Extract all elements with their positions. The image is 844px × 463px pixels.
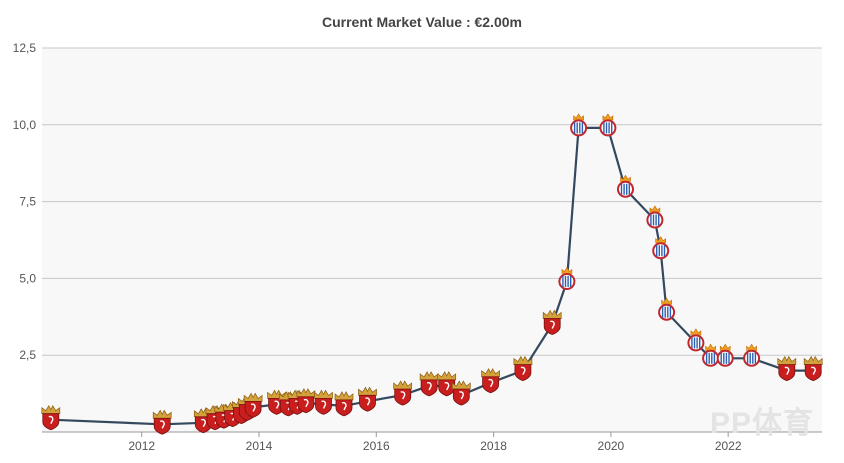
granada-crest-marker: [334, 391, 354, 417]
plot-background: [42, 48, 822, 432]
y-tick-label: 10,0: [13, 118, 37, 132]
espanyol-crest-marker: [687, 328, 705, 352]
granada-crest-marker: [451, 380, 471, 406]
y-tick-label: 2,5: [19, 348, 36, 362]
espanyol-crest-marker: [570, 113, 588, 137]
x-tick-label: 2016: [363, 439, 390, 453]
espanyol-crest-marker: [743, 343, 761, 367]
x-tick-label: 2022: [715, 439, 742, 453]
granada-crest-marker: [393, 380, 413, 406]
granada-crest-marker: [243, 392, 263, 418]
espanyol-crest-marker: [658, 297, 676, 321]
x-tick-label: 2020: [598, 439, 625, 453]
espanyol-crest-marker: [617, 174, 634, 198]
chart-title: Current Market Value : €2.00m: [322, 14, 522, 30]
granada-crest-marker: [437, 371, 457, 397]
espanyol-crest-marker: [558, 266, 576, 290]
x-tick-label: 2012: [128, 439, 155, 453]
watermark-text: PP体育: [709, 407, 814, 440]
granada-crest-marker: [513, 355, 533, 382]
espanyol-crest-marker: [716, 343, 734, 367]
granada-crest-marker: [314, 389, 333, 415]
granada-crest-marker: [419, 371, 439, 397]
granada-crest-marker: [152, 409, 172, 435]
granada-crest-marker: [803, 355, 823, 382]
granada-crest-marker: [542, 309, 562, 335]
y-tick-label: 7,5: [19, 195, 36, 209]
espanyol-crest-marker: [599, 113, 617, 137]
x-tick-label: 2018: [480, 439, 507, 453]
granada-crest-marker: [358, 386, 377, 412]
granada-crest-marker: [41, 404, 61, 431]
espanyol-crest-marker: [646, 205, 664, 229]
x-tick-label: 2014: [246, 439, 273, 453]
espanyol-crest-marker: [652, 236, 670, 260]
espanyol-crest-marker: [702, 343, 720, 367]
y-tick-label: 5,0: [19, 271, 36, 285]
granada-crest-marker: [481, 368, 500, 394]
granada-crest-marker: [777, 355, 797, 382]
y-tick-label: 12,5: [13, 41, 37, 55]
granada-crest-marker: [296, 388, 316, 414]
